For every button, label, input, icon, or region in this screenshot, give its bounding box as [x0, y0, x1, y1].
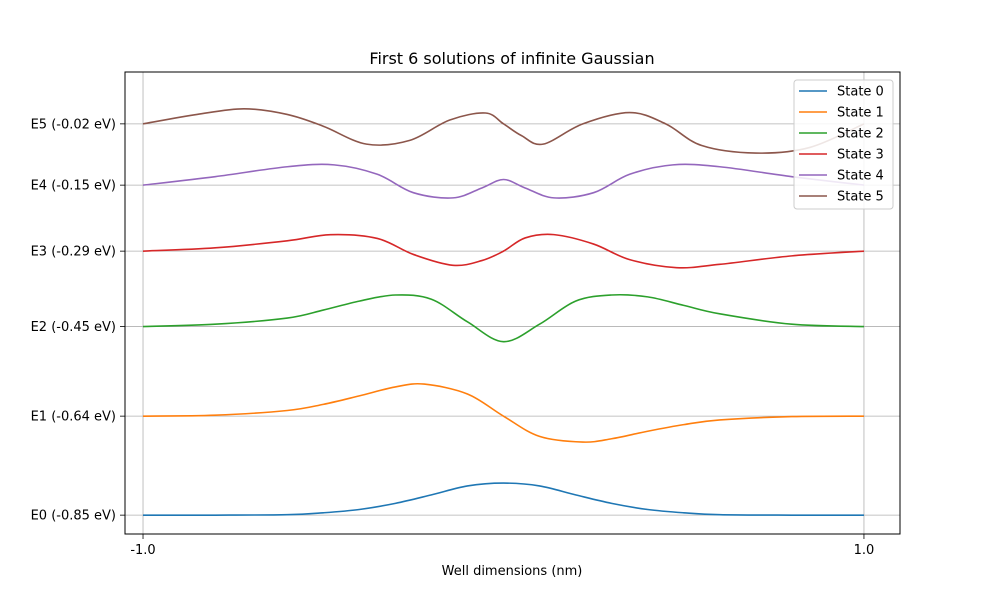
legend-label: State 3	[837, 148, 884, 163]
y-tick-label: E1 (-0.64 eV)	[31, 410, 116, 425]
series-line-state-4	[142, 163, 865, 199]
series-line-state-2	[142, 293, 864, 343]
y-tick-label: E4 (-0.15 eV)	[31, 179, 116, 194]
legend-label: State 4	[837, 169, 884, 184]
legend-label: State 2	[837, 127, 884, 142]
legend-label: State 1	[837, 106, 884, 121]
plot-area-frame	[124, 71, 901, 535]
x-tick-label: 1.0	[854, 543, 875, 558]
y-tick-label: E0 (-0.85 eV)	[31, 509, 116, 524]
series-line-state-0	[143, 482, 864, 516]
y-tick-label: E5 (-0.02 eV)	[31, 117, 116, 132]
legend-label: State 0	[837, 85, 884, 100]
y-tick-label: E2 (-0.45 eV)	[31, 320, 116, 335]
y-axis: E0 (-0.85 eV) E1 (-0.64 eV) E2 (-0.45 eV) E…	[31, 117, 125, 524]
chart-title: First 6 solutions of infinite Gaussian	[369, 49, 654, 68]
legend-label: State 5	[837, 190, 884, 205]
series-line-state-3	[142, 233, 865, 269]
legend: State 0 State 1 State 2 State 3 State 4 State…	[793, 79, 894, 210]
x-tick-label: -1.0	[130, 543, 155, 558]
y-tick-label: E3 (-0.29 eV)	[31, 245, 116, 260]
series-line-state-1	[143, 382, 864, 443]
x-axis: -1.0 1.0	[130, 534, 874, 558]
series-line-state-5	[142, 107, 865, 154]
series-layer	[142, 107, 865, 516]
x-axis-label: Well dimensions (nm)	[442, 564, 583, 579]
